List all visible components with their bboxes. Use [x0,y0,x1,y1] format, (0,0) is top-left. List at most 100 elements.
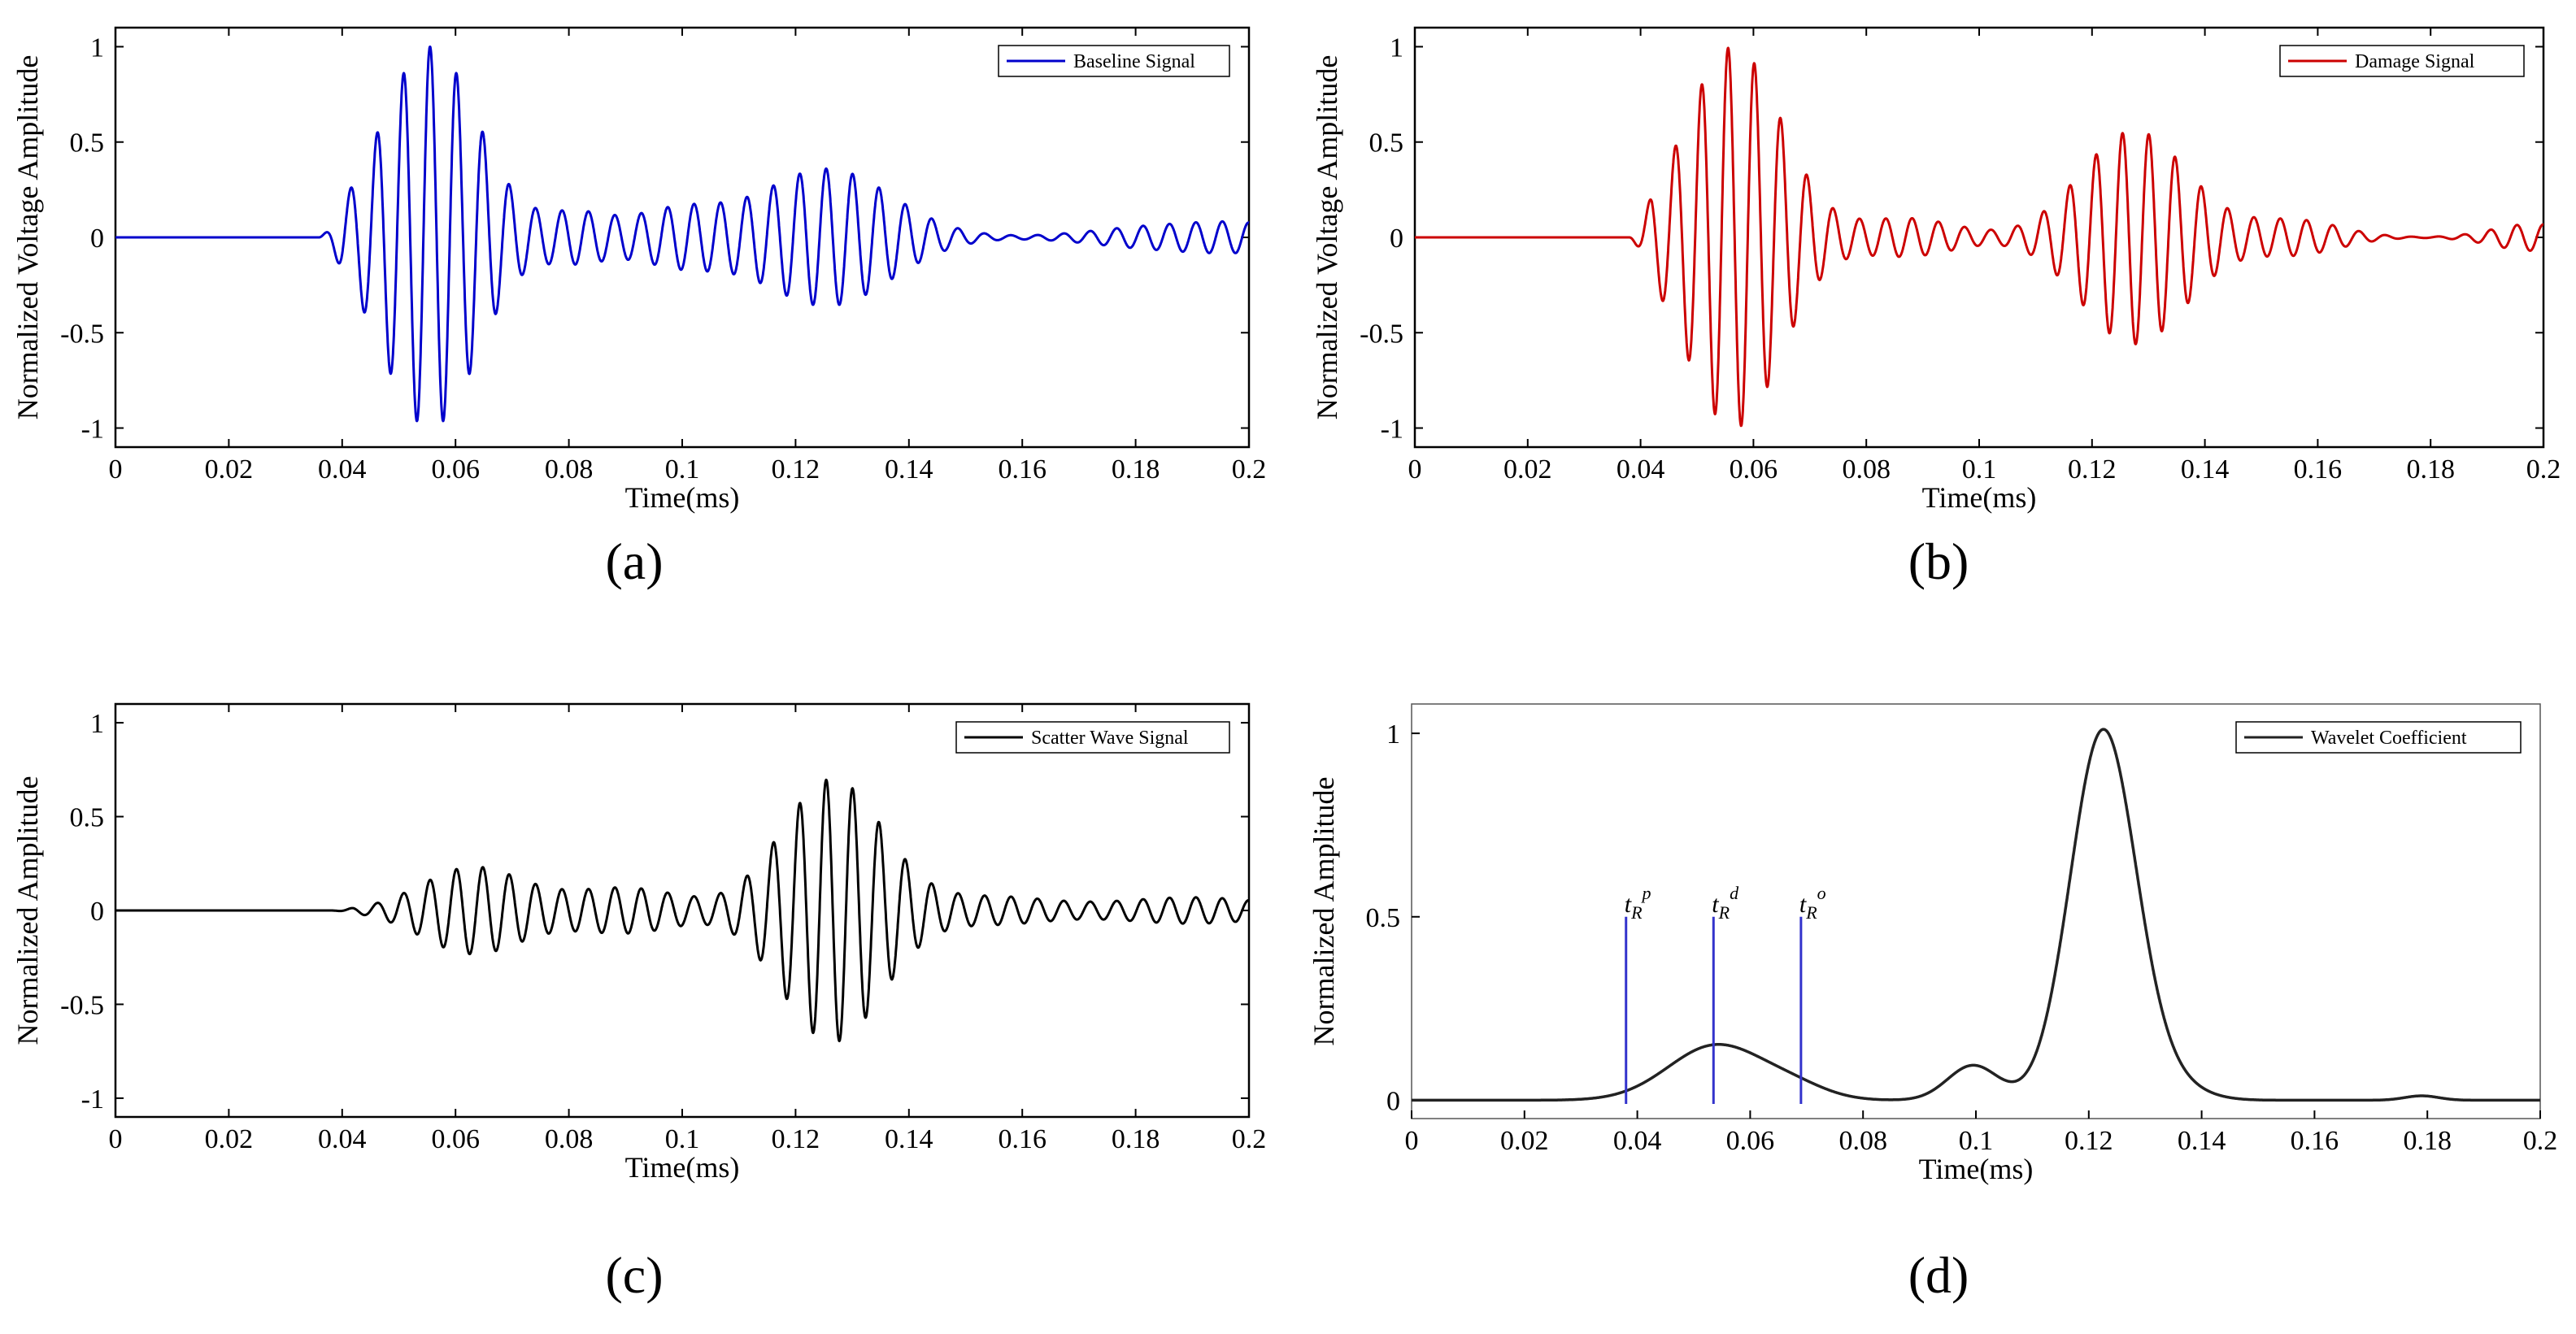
y-tick-label: 1 [1386,719,1400,750]
x-tick-label: 0.2 [1232,1124,1267,1154]
y-tick-label: -0.5 [60,990,104,1020]
x-tick-label: 0.1 [665,454,700,484]
x-tick-label: 0.14 [885,454,933,484]
y-tick-label: 0 [90,224,104,254]
x-tick-label: 0.16 [998,454,1046,484]
marker-superscript: o [1817,883,1826,903]
panel-label: (c) [605,1246,663,1304]
x-tick-label: 0.02 [1503,454,1552,484]
y-tick-label: 0 [1386,1086,1400,1116]
x-tick-label: 0 [109,454,123,484]
y-axis-label: Normalized Amplitude [1308,777,1340,1046]
x-tick-label: 0.16 [2291,1126,2339,1156]
x-tick-label: 0.08 [545,454,594,484]
y-tick-label: -0.5 [60,319,104,349]
y-tick-label: 0.5 [1366,903,1401,933]
x-tick-label: 0.04 [318,454,367,484]
x-tick-label: 0.14 [885,1124,933,1154]
x-tick-label: 0.04 [318,1124,367,1154]
legend-label: Damage Signal [2355,51,2475,72]
x-tick-label: 0.14 [2178,1126,2226,1156]
x-tick-label: 0.12 [2068,454,2117,484]
marker-subscript: R [1718,902,1730,923]
y-tick-label: -1 [81,415,104,445]
x-tick-label: 0 [1408,454,1422,484]
marker-symbol: t [1712,891,1719,918]
x-tick-label: 0.02 [205,454,254,484]
x-tick-label: 0.16 [998,1124,1046,1154]
x-tick-label: 0.08 [545,1124,594,1154]
y-tick-label: 0 [1390,224,1403,254]
series-line [114,46,1251,423]
x-tick-label: 0.12 [772,454,820,484]
x-tick-label: 0.06 [1726,1126,1775,1156]
x-tick-label: 0 [109,1124,123,1154]
x-tick-label: 0.02 [1500,1126,1549,1156]
y-tick-label: 0.5 [1369,128,1404,159]
y-tick-label: 0.5 [70,128,105,159]
y-axis-label: Normalized Amplitude [11,776,44,1045]
x-axis-label: Time(ms) [1919,1153,2034,1185]
panel-label: (a) [605,532,663,590]
marker-superscript: p [1641,883,1651,903]
series-line [1410,728,2542,1102]
x-tick-label: 0.18 [2406,454,2455,484]
x-tick-label: 0.18 [1112,1124,1160,1154]
marker-subscript: R [1805,902,1817,923]
x-tick-label: 0.16 [2294,454,2343,484]
y-axis-label: Normalized Voltage Amplitude [11,55,44,420]
y-tick-label: 1 [90,33,104,63]
time-marker-label: tRp [1625,883,1651,923]
panel-a: 0 0.02 0.04 0.06 0.08 0.1 0.12 0.14 0.16 0.18 0.2 -… [11,26,1267,590]
x-tick-label: 0.08 [1838,1126,1887,1156]
y-tick-label: 0.5 [70,803,105,833]
x-tick-label: 0.12 [2065,1126,2113,1156]
legend-label: Scatter Wave Signal [1031,728,1189,749]
x-tick-label: 0 [1405,1126,1419,1156]
panel-label: (d) [1908,1246,1969,1304]
x-tick-label: 0.06 [1730,454,1778,484]
x-axis-label: Time(ms) [625,1151,740,1184]
y-tick-label: 1 [90,709,104,739]
series-line [114,778,1251,1043]
time-marker-label: tRo [1799,883,1826,923]
x-tick-label: 0.2 [1232,454,1267,484]
panel-label: (b) [1908,532,1969,590]
x-tick-label: 0.06 [431,1124,480,1154]
x-tick-label: 0.1 [1959,1126,1994,1156]
legend-label: Baseline Signal [1073,51,1195,72]
y-tick-label: 1 [1390,33,1403,63]
x-axis-label: Time(ms) [1922,481,2037,514]
x-tick-label: 0.2 [2523,1126,2558,1156]
x-tick-label: 0.2 [2526,454,2561,484]
series-line [1413,46,2545,428]
legend-box [955,721,1230,754]
time-marker-label: tRd [1712,883,1739,923]
y-tick-label: -1 [81,1084,104,1115]
x-tick-label: 0.02 [205,1124,254,1154]
panel-b: 0 0.02 0.04 0.06 0.08 0.1 0.12 0.14 0.16 0.18 0.2 -… [1311,26,2561,590]
x-tick-label: 0.04 [1617,454,1665,484]
x-tick-label: 0.04 [1613,1126,1662,1156]
legend-label: Wavelet Coefficient [2311,728,2467,749]
x-tick-label: 0.12 [772,1124,820,1154]
marker-symbol: t [1625,891,1632,918]
y-tick-label: -0.5 [1360,319,1403,349]
plot-frame [1411,703,2541,1119]
x-tick-label: 0.06 [431,454,480,484]
marker-subscript: R [1630,902,1643,923]
y-tick-label: 0 [90,897,104,927]
marker-symbol: t [1799,891,1807,918]
x-tick-label: 0.08 [1842,454,1891,484]
x-tick-label: 0.18 [2403,1126,2452,1156]
x-tick-label: 0.18 [1112,454,1160,484]
x-tick-label: 0.14 [2181,454,2230,484]
marker-superscript: d [1730,883,1739,903]
panel-d: 0 0.02 0.04 0.06 0.08 0.1 0.12 0.14 0.16 0.18 0.2 0… [1308,703,2558,1304]
y-tick-label: -1 [1381,415,1403,445]
y-axis-label: Normalized Voltage Amplitude [1311,55,1343,420]
x-tick-label: 0.1 [665,1124,700,1154]
x-axis-label: Time(ms) [625,481,740,514]
panel-c: 0 0.02 0.04 0.06 0.08 0.1 0.12 0.14 0.16 0.18 0.2 -… [11,702,1267,1304]
